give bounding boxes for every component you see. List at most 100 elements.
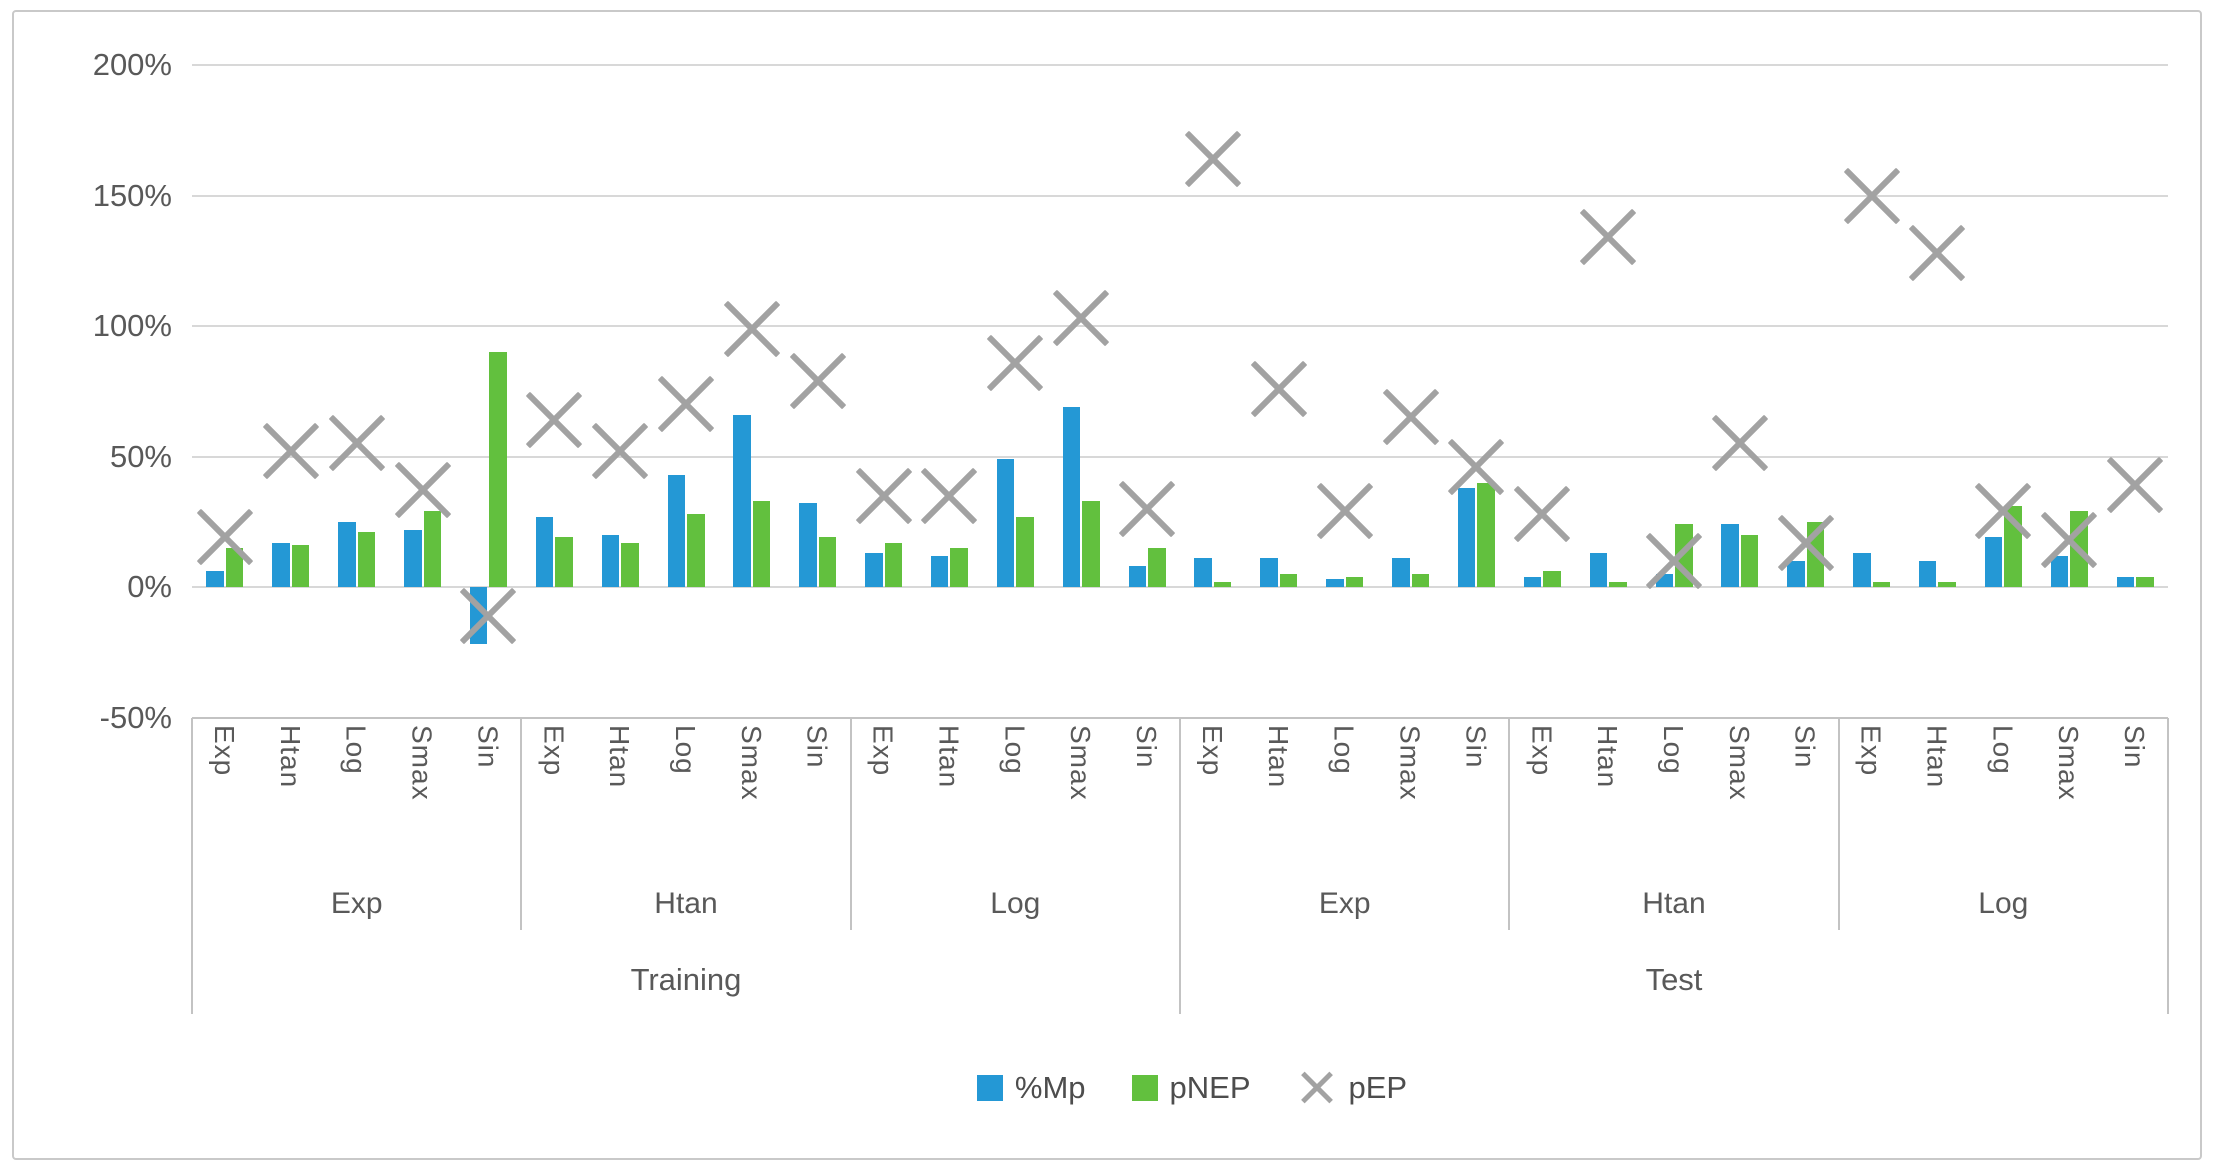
- legend-label-pep: pEP: [1348, 1070, 1408, 1105]
- x-axis-category-label: Log: [1328, 725, 1360, 775]
- x-axis-category-label: Htan: [1592, 725, 1624, 789]
- x-axis-category-label: Sin: [1789, 725, 1821, 769]
- pep-marker-Training-Htan-Log: [649, 367, 723, 441]
- pep-x-icon: [1297, 1068, 1337, 1108]
- legend: %Mp pNEP pEP: [204, 1068, 2180, 1108]
- bar-%Mp-Test-Htan-Exp: [1523, 576, 1542, 587]
- axis-separator: [191, 718, 193, 1014]
- x-axis-group-label-Htan: Htan: [654, 887, 718, 920]
- pep-marker-Test-Htan-Sin: [1769, 506, 1843, 580]
- legend-label-mp: %Mp: [1014, 1070, 1086, 1105]
- pep-marker-Test-Exp-Smax: [1374, 380, 1448, 454]
- pep-marker-Test-Htan-Exp: [1505, 477, 1579, 551]
- x-axis-category-label: Sin: [1460, 725, 1492, 769]
- bar-%Mp-Training-Log-Log: [996, 459, 1015, 587]
- x-axis-category-label: Smax: [406, 725, 438, 801]
- x-axis-category-label: Sin: [2119, 725, 2151, 769]
- pep-marker-Training-Log-Sin: [1110, 472, 1184, 546]
- bar-pNEP-Training-Log-Exp: [884, 542, 903, 587]
- bar-pNEP-Test-Log-Exp: [1872, 581, 1891, 587]
- legend-item-pnep: pNEP: [1131, 1070, 1251, 1106]
- bar-%Mp-Test-Log-Exp: [1853, 553, 1871, 587]
- pep-marker-Test-Htan-Log: [1637, 524, 1711, 598]
- x-axis-group-label-Exp: Exp: [1318, 887, 1371, 920]
- x-axis-category-label: Log: [670, 725, 701, 775]
- x-axis-category-label: Smax: [1065, 725, 1097, 801]
- bar-%Mp-Training-Log-Sin: [1128, 566, 1147, 587]
- x-axis-category-label: Smax: [1723, 725, 1755, 801]
- bar-%Mp-Training-Exp-Htan: [272, 542, 290, 587]
- bar-pNEP-Training-Log-Log: [1016, 516, 1034, 587]
- x-axis-category-label: Smax: [2053, 725, 2085, 801]
- bar-%Mp-Test-Log-Sin: [2116, 576, 2135, 587]
- axis-separator: [1837, 718, 1840, 930]
- axis-separator: [520, 718, 523, 930]
- y-axis-tick-label: -50%: [99, 699, 172, 735]
- bar-pNEP-Training-Htan-Htan: [621, 542, 639, 587]
- pep-marker-Test-Log-Exp: [1835, 159, 1909, 233]
- bar-pNEP-Test-Exp-Sin: [1477, 482, 1495, 587]
- bar-%Mp-Training-Log-Smax: [1062, 406, 1081, 587]
- legend-label-pnep: pNEP: [1169, 1070, 1251, 1105]
- x-axis-category-label: Log: [340, 725, 372, 775]
- bar-%Mp-Training-Exp-Log: [338, 521, 356, 587]
- gridline-150%: [192, 194, 2168, 197]
- bar-%Mp-Test-Log-Htan: [1918, 560, 1937, 587]
- pep-marker-Training-Log-Log: [978, 326, 1052, 400]
- x-axis-category-label: Exp: [208, 725, 240, 777]
- pep-marker-Test-Exp-Htan: [1242, 352, 1316, 426]
- x-axis-category-label: Htan: [604, 725, 636, 789]
- x-axis-category-label: Htan: [274, 725, 306, 789]
- pep-marker-Training-Htan-Sin: [781, 344, 855, 418]
- x-axis-group-label-Log: Log: [990, 887, 1041, 920]
- x-axis-category-label: Log: [999, 725, 1031, 775]
- legend-item-pep: pEP: [1297, 1068, 1408, 1108]
- pep-marker-Test-Exp-Sin: [1439, 430, 1513, 504]
- x-axis-category-label: Htan: [933, 725, 965, 789]
- bar-%Mp-Training-Htan-Log: [667, 474, 685, 587]
- pep-marker-Test-Exp-Log: [1308, 474, 1382, 548]
- bar-%Mp-Test-Exp-Smax: [1392, 558, 1410, 587]
- axis-separator: [849, 718, 852, 930]
- x-axis-category-label: Exp: [1196, 725, 1228, 777]
- bar-pNEP-Test-Exp-Htan: [1279, 573, 1298, 587]
- x-axis-category-label: Sin: [1131, 725, 1163, 769]
- bar-pNEP-Training-Htan-Exp: [555, 537, 573, 587]
- bar-pNEP-Training-Exp-Exp: [225, 547, 244, 587]
- bar-%Mp-Test-Exp-Exp: [1194, 558, 1212, 587]
- bar-%Mp-Test-Exp-Htan: [1260, 558, 1278, 587]
- bar-%Mp-Training-Htan-Sin: [799, 503, 817, 587]
- pep-marker-Training-Htan-Smax: [715, 292, 789, 366]
- bar-pNEP-Training-Exp-Smax: [423, 511, 442, 587]
- x-axis-category-label: Exp: [867, 725, 899, 777]
- bar-pNEP-Test-Htan-Smax: [1740, 534, 1759, 587]
- axis-separator: [1508, 718, 1511, 930]
- bar-%Mp-Test-Log-Log: [1984, 537, 2003, 587]
- bar-pNEP-Training-Log-Smax: [1082, 500, 1100, 587]
- x-axis-category-label: Exp: [1855, 725, 1887, 777]
- gridline-0%: [192, 586, 2168, 588]
- x-axis-category-label: Htan: [1921, 725, 1953, 789]
- pep-marker-Test-Log-Log: [1966, 474, 2040, 548]
- bar-%Mp-Training-Log-Htan: [930, 555, 949, 587]
- bar-pNEP-Training-Htan-Smax: [752, 500, 771, 587]
- x-axis-group-label-Htan: Htan: [1642, 887, 1706, 920]
- y-axis-tick-label: 50%: [109, 438, 172, 474]
- y-axis-tick-label: 0%: [127, 569, 172, 604]
- pep-marker-Test-Exp-Exp: [1176, 122, 1250, 196]
- bar-pNEP-Test-Exp-Smax: [1411, 573, 1430, 587]
- chart-frame: 200% 150% 100% 50% 0% -50% Exp Htan Log Smax Sin Ex…: [12, 10, 2202, 1160]
- pep-marker-Test-Log-Htan: [1900, 216, 1974, 290]
- axis-separator: [2167, 718, 2169, 1014]
- bar-%Mp-Training-Htan-Exp: [535, 516, 554, 587]
- pep-marker-Test-Htan-Htan: [1571, 200, 1645, 274]
- pep-marker-Training-Exp-Sin: [451, 579, 525, 653]
- x-axis-category-label: Smax: [735, 725, 767, 801]
- bar-%Mp-Test-Exp-Log: [1326, 579, 1344, 587]
- x-axis-category-label: Log: [1987, 725, 2019, 775]
- bar-%Mp-Test-Htan-Smax: [1721, 524, 1739, 587]
- x-axis-category-label: Log: [1658, 725, 1689, 775]
- bar-%Mp-Training-Htan-Smax: [733, 414, 751, 587]
- x-axis-group-label-Log: Log: [1978, 887, 2029, 920]
- pep-marker-Training-Log-Exp: [847, 459, 921, 533]
